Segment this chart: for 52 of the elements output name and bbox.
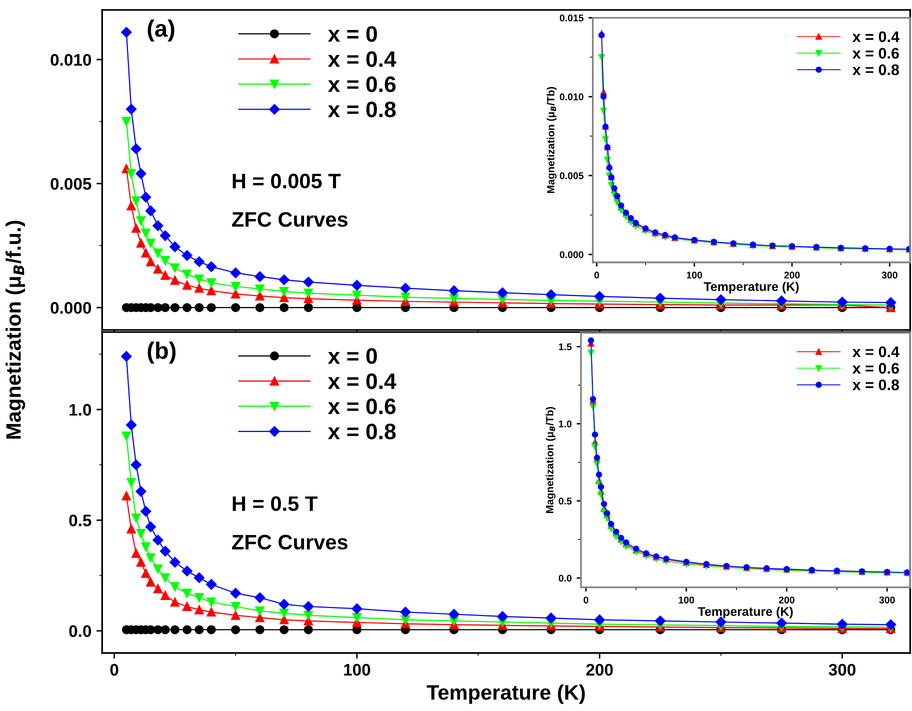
legend-label: x = 0 <box>328 26 377 42</box>
legend-label: x = 0.8 <box>328 424 396 440</box>
y-tick-label: 0.010 <box>560 93 584 100</box>
x-tick-label: 300 <box>879 596 895 604</box>
y-tick-label: 0.5 <box>69 514 92 526</box>
y-tick-label: 0.0 <box>69 625 92 638</box>
x-axis-title: Temperature (K) <box>426 684 585 704</box>
y-tick-label: 0.015 <box>560 14 584 22</box>
y-tick-label: 0.000 <box>560 251 584 258</box>
y-tick-label: 0.005 <box>50 178 92 190</box>
x-tick-label: 200 <box>784 272 800 279</box>
x-tick-label: 100 <box>344 664 370 676</box>
x-axis-title: Temperature (K) <box>704 282 799 294</box>
x-tick-label: 0 <box>110 664 118 676</box>
y-tick-label: 1.0 <box>70 404 92 416</box>
y-tick-label: 0.005 <box>560 172 584 180</box>
x-axis-title: Temperature (K) <box>698 606 793 618</box>
legend-label: x = 0 <box>328 348 377 364</box>
legend-label: x = 0.8 <box>328 102 396 118</box>
legend-label: x = 0.4 <box>328 373 396 390</box>
y-tick-label: 1.5 <box>559 343 572 350</box>
annotation: (a) <box>148 20 174 42</box>
x-tick-label: 300 <box>828 664 856 676</box>
legend-label: x = 0.8 <box>852 379 900 390</box>
y-axis-title: Magnetization (μ$_{B}$/Tb) <box>546 87 557 194</box>
legend-label: x = 0.6 <box>328 76 396 92</box>
x-tick-label: 100 <box>686 272 702 279</box>
x-tick-label: 100 <box>678 596 694 604</box>
legend-label: x = 0.8 <box>852 64 900 76</box>
legend-label: x = 0.4 <box>328 51 396 67</box>
legend-label: x = 0.6 <box>852 48 899 59</box>
annotation: ZFC Curves <box>232 212 348 227</box>
y-tick-label: 1.0 <box>559 420 572 428</box>
y-tick-label: 0.010 <box>50 54 92 66</box>
annotation: ZFC Curves <box>232 534 348 550</box>
y-tick-label: 0.5 <box>558 498 572 505</box>
y-axis-title: Magnetization (μ$_{B}$/Tb) <box>546 406 556 513</box>
y-tick-label: 0.000 <box>50 302 92 314</box>
y-axis-title: Magnetization (μ$_{B}$/f.u.) <box>6 220 26 439</box>
legend-label: x = 0.6 <box>328 398 396 414</box>
legend-label: x = 0.6 <box>852 362 899 374</box>
legend-label: x = 0.4 <box>852 346 900 358</box>
annotation: H = 0.005 T <box>232 174 341 188</box>
annotation: (b) <box>148 342 176 364</box>
x-tick-label: 300 <box>882 272 898 279</box>
x-tick-label: 0 <box>594 272 600 279</box>
annotation: H = 0.5 T <box>232 496 318 512</box>
x-tick-label: 200 <box>586 664 613 676</box>
legend-label: x = 0.4 <box>852 31 900 42</box>
x-tick-label: 200 <box>778 596 794 604</box>
y-tick-label: 0.0 <box>558 574 572 582</box>
x-tick-label: 0 <box>584 596 588 604</box>
